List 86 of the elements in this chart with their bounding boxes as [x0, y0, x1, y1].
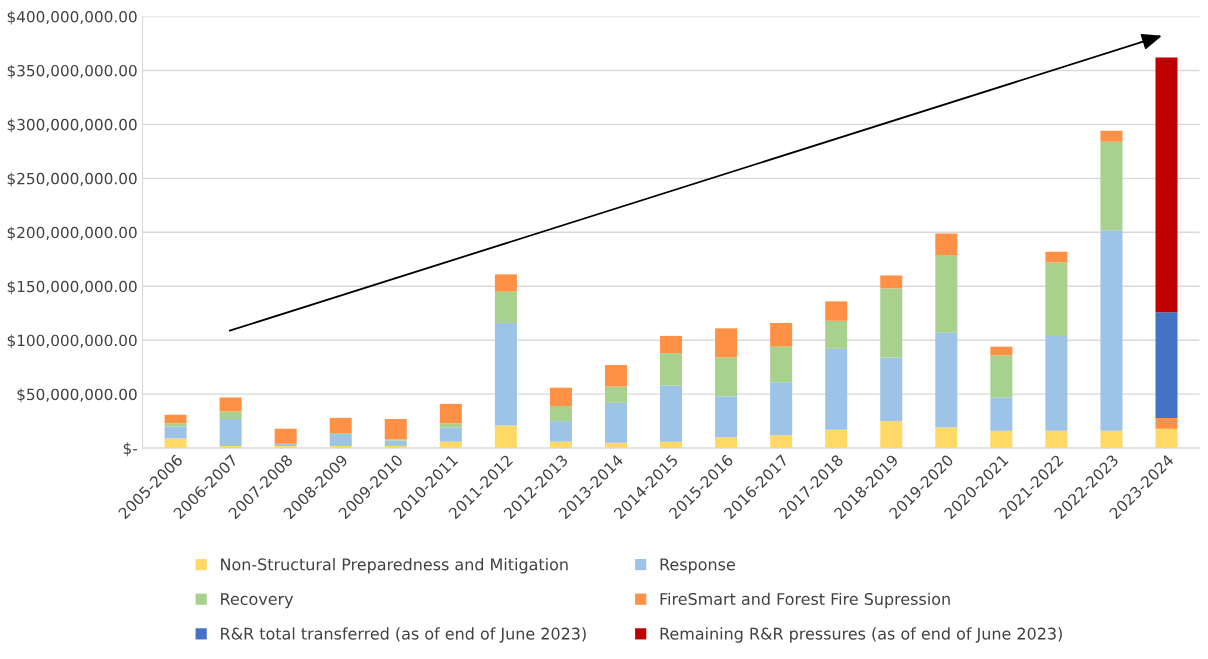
bar: [1100, 141, 1123, 231]
bar: [384, 445, 407, 449]
bar: [439, 441, 462, 449]
legend-label: Non-Structural Preparedness and Mitigation: [221, 558, 568, 574]
bar: [439, 427, 462, 442]
y-tick-label: $250,000,000.00: [7, 172, 137, 187]
bar: [329, 417, 352, 434]
bar: [329, 445, 352, 449]
bar: [990, 397, 1013, 431]
bar: [880, 288, 903, 358]
y-tick-label: $300,000,000.00: [7, 118, 137, 133]
bar: [1045, 430, 1068, 449]
bar: [770, 322, 793, 347]
bar: [604, 386, 627, 403]
bar: [164, 438, 187, 449]
bar: [604, 402, 627, 443]
bar: [1100, 130, 1123, 142]
bar: [494, 425, 517, 449]
y-tick-label: $400,000,000.00: [7, 10, 137, 25]
bar: [935, 254, 958, 333]
bar: [549, 387, 572, 407]
bar: [990, 430, 1013, 449]
bar: [1155, 57, 1178, 313]
bar: [1155, 428, 1178, 449]
bar: [494, 291, 517, 323]
bar: [549, 406, 572, 422]
bar: [825, 320, 848, 349]
y-tick-label: $200,000,000.00: [7, 226, 137, 241]
y-tick-label: $150,000,000.00: [7, 280, 137, 295]
bar: [439, 423, 462, 428]
bar: [274, 428, 297, 444]
bar: [1100, 430, 1123, 449]
bar: [439, 403, 462, 424]
bar: [549, 441, 572, 449]
bar: [825, 429, 848, 449]
bar: [1045, 262, 1068, 336]
bar: [770, 382, 793, 436]
legend-label: Recovery: [221, 593, 294, 609]
bar: [660, 353, 683, 386]
bar: [329, 434, 352, 446]
bar: [660, 385, 683, 442]
bar: [164, 414, 187, 424]
bar: [494, 274, 517, 292]
y-tick-label: $350,000,000.00: [7, 64, 137, 79]
bar: [880, 357, 903, 422]
bar: [660, 441, 683, 449]
bar: [935, 332, 958, 428]
y-tick-label: $100,000,000.00: [7, 334, 137, 349]
bar: [660, 335, 683, 354]
bar: [770, 435, 793, 449]
bar: [384, 440, 407, 446]
bar: [935, 427, 958, 449]
bar: [219, 445, 242, 449]
bar: [1100, 230, 1123, 431]
legend-label: Remaining R&R pressures (as of end of June 2023): [660, 627, 1062, 643]
bar: [990, 355, 1013, 398]
bar: [1155, 312, 1178, 418]
bar: [880, 421, 903, 449]
bar: [549, 421, 572, 442]
bar: [935, 233, 958, 255]
bar: [990, 346, 1013, 356]
bar: [1045, 335, 1068, 431]
bar: [164, 423, 187, 427]
legend-label: Response: [660, 558, 735, 574]
bar: [1155, 417, 1178, 429]
bar: [384, 418, 407, 440]
y-tick-label: $50,000,000.00: [17, 388, 137, 403]
bar: [604, 365, 627, 387]
bar: [715, 396, 738, 438]
legend-label: FireSmart and Forest Fire Supression: [660, 592, 950, 609]
bar: [715, 328, 738, 358]
bar: [715, 357, 738, 397]
bar: [770, 346, 793, 383]
y-tick-label: $-: [123, 442, 137, 457]
bar: [164, 426, 187, 439]
bar: [825, 301, 848, 321]
bar: [715, 437, 738, 449]
bar: [219, 418, 242, 446]
bar: [494, 322, 517, 426]
bar: [825, 348, 848, 430]
legend-label: R&R total transferred (as of end of June 2023): [221, 627, 586, 643]
bar: [604, 442, 627, 449]
bar: [880, 275, 903, 289]
bar: [219, 397, 242, 412]
bar: [219, 411, 242, 419]
bar: [1045, 251, 1068, 263]
